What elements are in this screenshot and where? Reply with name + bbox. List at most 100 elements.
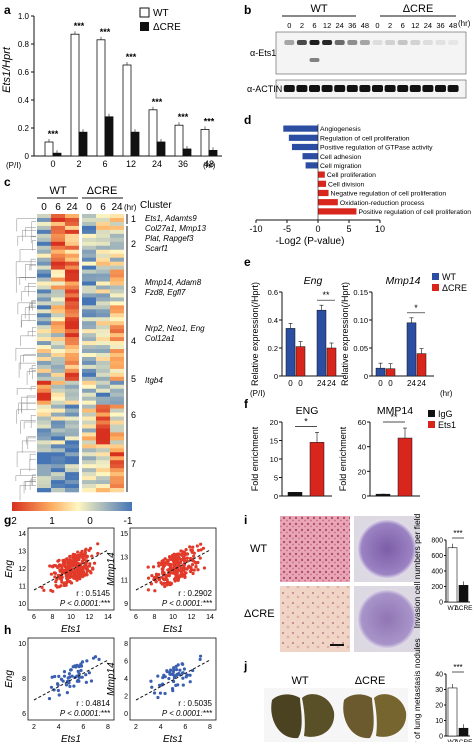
panelH-point	[182, 667, 187, 671]
heatmap-cell	[65, 325, 79, 330]
panel-e-chart1-bar	[375, 367, 386, 377]
panel-f-chart0-bar	[287, 492, 303, 497]
panelH-point	[156, 674, 160, 678]
panelG-point	[75, 557, 79, 561]
panelG-point	[174, 578, 178, 582]
panelG-point	[49, 572, 53, 576]
color-scale-label: -1	[124, 516, 133, 527]
panel-f-chart0-title: ENG	[296, 405, 319, 417]
panelG-ytick-label: 9	[124, 601, 128, 608]
go-term-label: Cell division	[328, 181, 364, 188]
heatmap-lane-label: 6	[100, 202, 106, 213]
heatmap-cell	[96, 476, 110, 481]
panelH-point	[70, 674, 74, 678]
panel-a-xtick-label: 48	[204, 159, 214, 169]
heatmap-cell	[51, 253, 65, 258]
heatmap-cell	[82, 293, 96, 298]
panelG-ytick-label: 13	[120, 554, 128, 561]
heatmap-cell	[37, 309, 51, 314]
legend-label-igg: IgG	[438, 409, 453, 419]
panel-a-xtick-label: 6	[102, 159, 107, 169]
jChart-ylabel: Number of lung metastasis nodules	[412, 638, 422, 742]
heatmap-cell	[51, 261, 65, 266]
heatmap-cell	[82, 249, 96, 255]
panelG-point	[184, 548, 188, 552]
blot-actin-band	[359, 85, 371, 92]
heatmap-cell	[51, 364, 65, 370]
heatmap-cell	[96, 412, 110, 417]
panelH-point	[71, 665, 75, 669]
heatmap-cell	[65, 261, 79, 266]
heatmap-cell	[110, 217, 124, 223]
panelH-ylabel: Eng	[4, 670, 15, 688]
heatmap-cell	[51, 484, 65, 489]
heatmap-cell	[110, 464, 124, 469]
heatmap-cell	[65, 432, 79, 437]
panel-letter-f: f	[244, 397, 249, 411]
heatmap-cell	[65, 380, 79, 386]
heatmap-cell	[37, 333, 51, 338]
heatmap-cell	[96, 249, 110, 255]
blot-actin-band	[296, 85, 308, 92]
heatmap-cell	[96, 297, 110, 302]
panelG-point	[73, 560, 78, 565]
panel-e-xtick-label: 0	[378, 379, 383, 388]
heatmap-cell	[82, 221, 96, 227]
heatmap-cell	[110, 380, 124, 386]
panelH-point	[156, 695, 160, 700]
heatmap-cell	[51, 472, 65, 477]
heatmap-cell	[37, 396, 51, 401]
heatmap-cell	[37, 452, 51, 457]
panelG-point	[63, 563, 67, 567]
panelH-point	[161, 675, 165, 680]
panelG-point	[199, 548, 203, 552]
panel-f-chart0-ytick-label: 15	[270, 437, 278, 446]
heatmap-cell	[51, 384, 65, 390]
iChart-ytick-label: 800	[431, 538, 443, 545]
heatmap-cell	[82, 349, 96, 354]
panel-e-chart1-ytick-label: 0.15	[353, 288, 368, 297]
panelH-point	[159, 683, 164, 687]
heatmap-cell	[82, 233, 96, 239]
heatmap-cell	[65, 400, 79, 405]
heatmap-cell	[110, 349, 124, 354]
panelG-point	[58, 563, 62, 567]
panel-a-bar-chart: Ets1/Hprt 0 0.2 0.4 0.6 0.8 1.0 0 2 6 12 24 36 48 **…	[1, 7, 222, 170]
panel-a-bar	[130, 131, 140, 157]
panelH-point	[163, 691, 167, 696]
heatmap-cell	[37, 444, 51, 449]
heatmap-cell	[65, 309, 79, 314]
heatmap-cell	[110, 368, 124, 374]
heatmap-cell	[96, 214, 110, 219]
heatmap-cell	[82, 376, 96, 382]
panelH-point	[169, 668, 173, 672]
heatmap-cell	[96, 349, 110, 354]
heatmap-cell	[65, 313, 79, 318]
heatmap-cell	[37, 380, 51, 386]
legend-swatch-cre	[140, 22, 149, 31]
heatmap-cell	[110, 416, 124, 421]
heatmap-cell	[65, 468, 79, 473]
blot-ets1-band	[448, 40, 459, 45]
jChart-significance: ***	[453, 663, 462, 672]
panelG-point	[60, 580, 64, 584]
heatmap-cell	[110, 444, 124, 449]
panel-a-significance: ***	[204, 116, 215, 126]
heatmap-cell	[65, 285, 79, 290]
iChart-ytick-label: 400	[431, 569, 443, 576]
heatmap-cell	[82, 408, 96, 413]
heatmap-cell	[96, 241, 110, 247]
panelG-point	[157, 561, 161, 565]
heatmap-cell	[110, 233, 124, 239]
heatmap-cell	[110, 420, 124, 425]
panelG-point	[85, 573, 89, 577]
heatmap-cell	[96, 452, 110, 457]
panelH-point	[191, 668, 195, 673]
heatmap-cell	[82, 428, 96, 433]
legend-label-wt: WT	[153, 8, 169, 19]
blot-ets1-band	[347, 40, 358, 45]
cluster-gene-label: Fzd8, Egfl7	[145, 288, 186, 297]
heatmap-cell	[51, 380, 65, 386]
panel-a-bar	[174, 124, 184, 157]
